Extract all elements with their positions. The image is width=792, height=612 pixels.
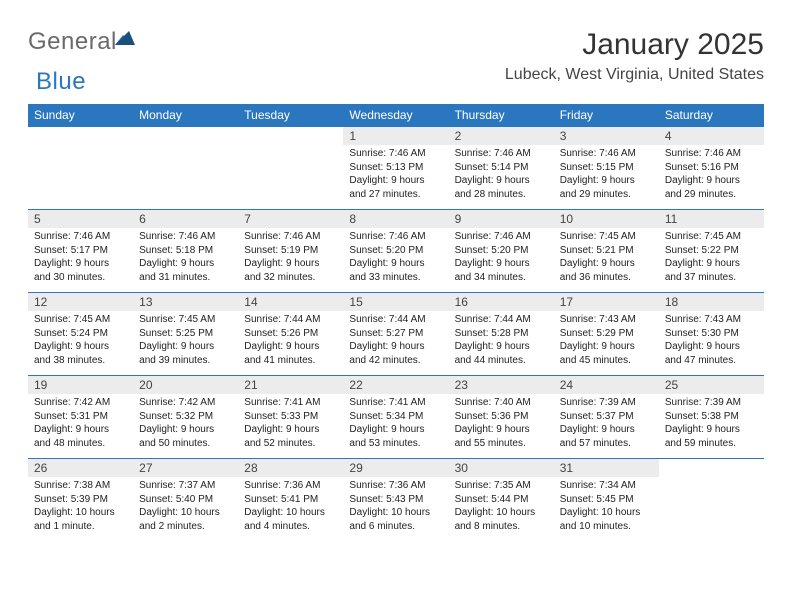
day-info-cell: Sunrise: 7:46 AMSunset: 5:17 PMDaylight:…	[28, 228, 133, 293]
day-number-cell: 23	[449, 376, 554, 395]
day-number-cell: 15	[343, 293, 448, 312]
day-info-row: Sunrise: 7:38 AMSunset: 5:39 PMDaylight:…	[28, 477, 764, 541]
day-number-cell: 16	[449, 293, 554, 312]
logo: General	[28, 28, 137, 56]
calendar-table: Sunday Monday Tuesday Wednesday Thursday…	[28, 104, 764, 541]
day-number-cell: 18	[659, 293, 764, 312]
day-info-cell: Sunrise: 7:46 AMSunset: 5:15 PMDaylight:…	[554, 145, 659, 210]
col-sunday: Sunday	[28, 104, 133, 127]
day-number-cell: 26	[28, 459, 133, 478]
day-number-cell: 21	[238, 376, 343, 395]
day-info-cell: Sunrise: 7:46 AMSunset: 5:16 PMDaylight:…	[659, 145, 764, 210]
day-info-cell: Sunrise: 7:44 AMSunset: 5:28 PMDaylight:…	[449, 311, 554, 376]
day-number-row: 262728293031	[28, 459, 764, 478]
day-info-cell: Sunrise: 7:34 AMSunset: 5:45 PMDaylight:…	[554, 477, 659, 541]
day-info-cell: Sunrise: 7:44 AMSunset: 5:26 PMDaylight:…	[238, 311, 343, 376]
day-number-cell: 13	[133, 293, 238, 312]
logo-text-1: General	[28, 28, 117, 56]
day-info-cell: Sunrise: 7:41 AMSunset: 5:34 PMDaylight:…	[343, 394, 448, 459]
logo-flag-icon	[115, 31, 137, 54]
day-number-cell: 9	[449, 210, 554, 229]
day-number-row: 1234	[28, 127, 764, 146]
title-block: January 2025 Lubeck, West Virginia, Unit…	[505, 28, 764, 84]
day-number-cell: 1	[343, 127, 448, 146]
day-info-row: Sunrise: 7:46 AMSunset: 5:13 PMDaylight:…	[28, 145, 764, 210]
day-info-cell: Sunrise: 7:35 AMSunset: 5:44 PMDaylight:…	[449, 477, 554, 541]
day-number-cell: 25	[659, 376, 764, 395]
day-number-cell: 8	[343, 210, 448, 229]
day-number-cell: 28	[238, 459, 343, 478]
day-number-row: 567891011	[28, 210, 764, 229]
day-info-cell: Sunrise: 7:38 AMSunset: 5:39 PMDaylight:…	[28, 477, 133, 541]
day-number-cell: 7	[238, 210, 343, 229]
col-tuesday: Tuesday	[238, 104, 343, 127]
day-number-cell: 22	[343, 376, 448, 395]
day-info-cell: Sunrise: 7:46 AMSunset: 5:18 PMDaylight:…	[133, 228, 238, 293]
day-info-cell	[133, 145, 238, 210]
day-info-cell: Sunrise: 7:45 AMSunset: 5:25 PMDaylight:…	[133, 311, 238, 376]
day-number-cell: 17	[554, 293, 659, 312]
day-info-cell	[659, 477, 764, 541]
day-number-cell: 12	[28, 293, 133, 312]
day-info-cell: Sunrise: 7:43 AMSunset: 5:29 PMDaylight:…	[554, 311, 659, 376]
day-info-cell: Sunrise: 7:39 AMSunset: 5:37 PMDaylight:…	[554, 394, 659, 459]
day-number-cell: 5	[28, 210, 133, 229]
day-info-cell: Sunrise: 7:46 AMSunset: 5:19 PMDaylight:…	[238, 228, 343, 293]
col-wednesday: Wednesday	[343, 104, 448, 127]
day-info-cell: Sunrise: 7:40 AMSunset: 5:36 PMDaylight:…	[449, 394, 554, 459]
day-info-cell: Sunrise: 7:39 AMSunset: 5:38 PMDaylight:…	[659, 394, 764, 459]
day-info-row: Sunrise: 7:42 AMSunset: 5:31 PMDaylight:…	[28, 394, 764, 459]
day-number-cell: 27	[133, 459, 238, 478]
day-number-cell	[28, 127, 133, 146]
day-number-cell: 14	[238, 293, 343, 312]
day-info-cell: Sunrise: 7:46 AMSunset: 5:13 PMDaylight:…	[343, 145, 448, 210]
day-number-cell	[659, 459, 764, 478]
col-saturday: Saturday	[659, 104, 764, 127]
day-info-cell: Sunrise: 7:45 AMSunset: 5:24 PMDaylight:…	[28, 311, 133, 376]
day-info-cell: Sunrise: 7:36 AMSunset: 5:43 PMDaylight:…	[343, 477, 448, 541]
day-number-cell: 29	[343, 459, 448, 478]
day-info-cell: Sunrise: 7:36 AMSunset: 5:41 PMDaylight:…	[238, 477, 343, 541]
day-info-cell: Sunrise: 7:45 AMSunset: 5:21 PMDaylight:…	[554, 228, 659, 293]
day-info-cell: Sunrise: 7:42 AMSunset: 5:31 PMDaylight:…	[28, 394, 133, 459]
day-number-cell: 31	[554, 459, 659, 478]
month-title: January 2025	[505, 28, 764, 62]
col-friday: Friday	[554, 104, 659, 127]
calendar-page: General January 2025 Lubeck, West Virgin…	[0, 0, 792, 551]
weekday-header-row: Sunday Monday Tuesday Wednesday Thursday…	[28, 104, 764, 127]
day-info-cell: Sunrise: 7:42 AMSunset: 5:32 PMDaylight:…	[133, 394, 238, 459]
day-info-row: Sunrise: 7:45 AMSunset: 5:24 PMDaylight:…	[28, 311, 764, 376]
day-info-cell: Sunrise: 7:43 AMSunset: 5:30 PMDaylight:…	[659, 311, 764, 376]
day-number-cell	[238, 127, 343, 146]
col-thursday: Thursday	[449, 104, 554, 127]
day-number-row: 19202122232425	[28, 376, 764, 395]
day-number-cell: 20	[133, 376, 238, 395]
day-number-cell: 2	[449, 127, 554, 146]
day-info-cell: Sunrise: 7:46 AMSunset: 5:14 PMDaylight:…	[449, 145, 554, 210]
day-number-cell: 3	[554, 127, 659, 146]
day-number-cell: 4	[659, 127, 764, 146]
day-info-cell: Sunrise: 7:46 AMSunset: 5:20 PMDaylight:…	[343, 228, 448, 293]
day-info-cell: Sunrise: 7:46 AMSunset: 5:20 PMDaylight:…	[449, 228, 554, 293]
day-number-cell: 30	[449, 459, 554, 478]
day-number-cell	[133, 127, 238, 146]
day-info-cell: Sunrise: 7:41 AMSunset: 5:33 PMDaylight:…	[238, 394, 343, 459]
day-number-row: 12131415161718	[28, 293, 764, 312]
day-info-row: Sunrise: 7:46 AMSunset: 5:17 PMDaylight:…	[28, 228, 764, 293]
day-info-cell: Sunrise: 7:44 AMSunset: 5:27 PMDaylight:…	[343, 311, 448, 376]
logo-text-2: Blue	[36, 68, 86, 95]
day-info-cell	[238, 145, 343, 210]
day-info-cell	[28, 145, 133, 210]
location-text: Lubeck, West Virginia, United States	[505, 66, 764, 84]
day-number-cell: 24	[554, 376, 659, 395]
day-info-cell: Sunrise: 7:37 AMSunset: 5:40 PMDaylight:…	[133, 477, 238, 541]
day-number-cell: 10	[554, 210, 659, 229]
col-monday: Monday	[133, 104, 238, 127]
day-info-cell: Sunrise: 7:45 AMSunset: 5:22 PMDaylight:…	[659, 228, 764, 293]
day-number-cell: 11	[659, 210, 764, 229]
day-number-cell: 19	[28, 376, 133, 395]
day-number-cell: 6	[133, 210, 238, 229]
